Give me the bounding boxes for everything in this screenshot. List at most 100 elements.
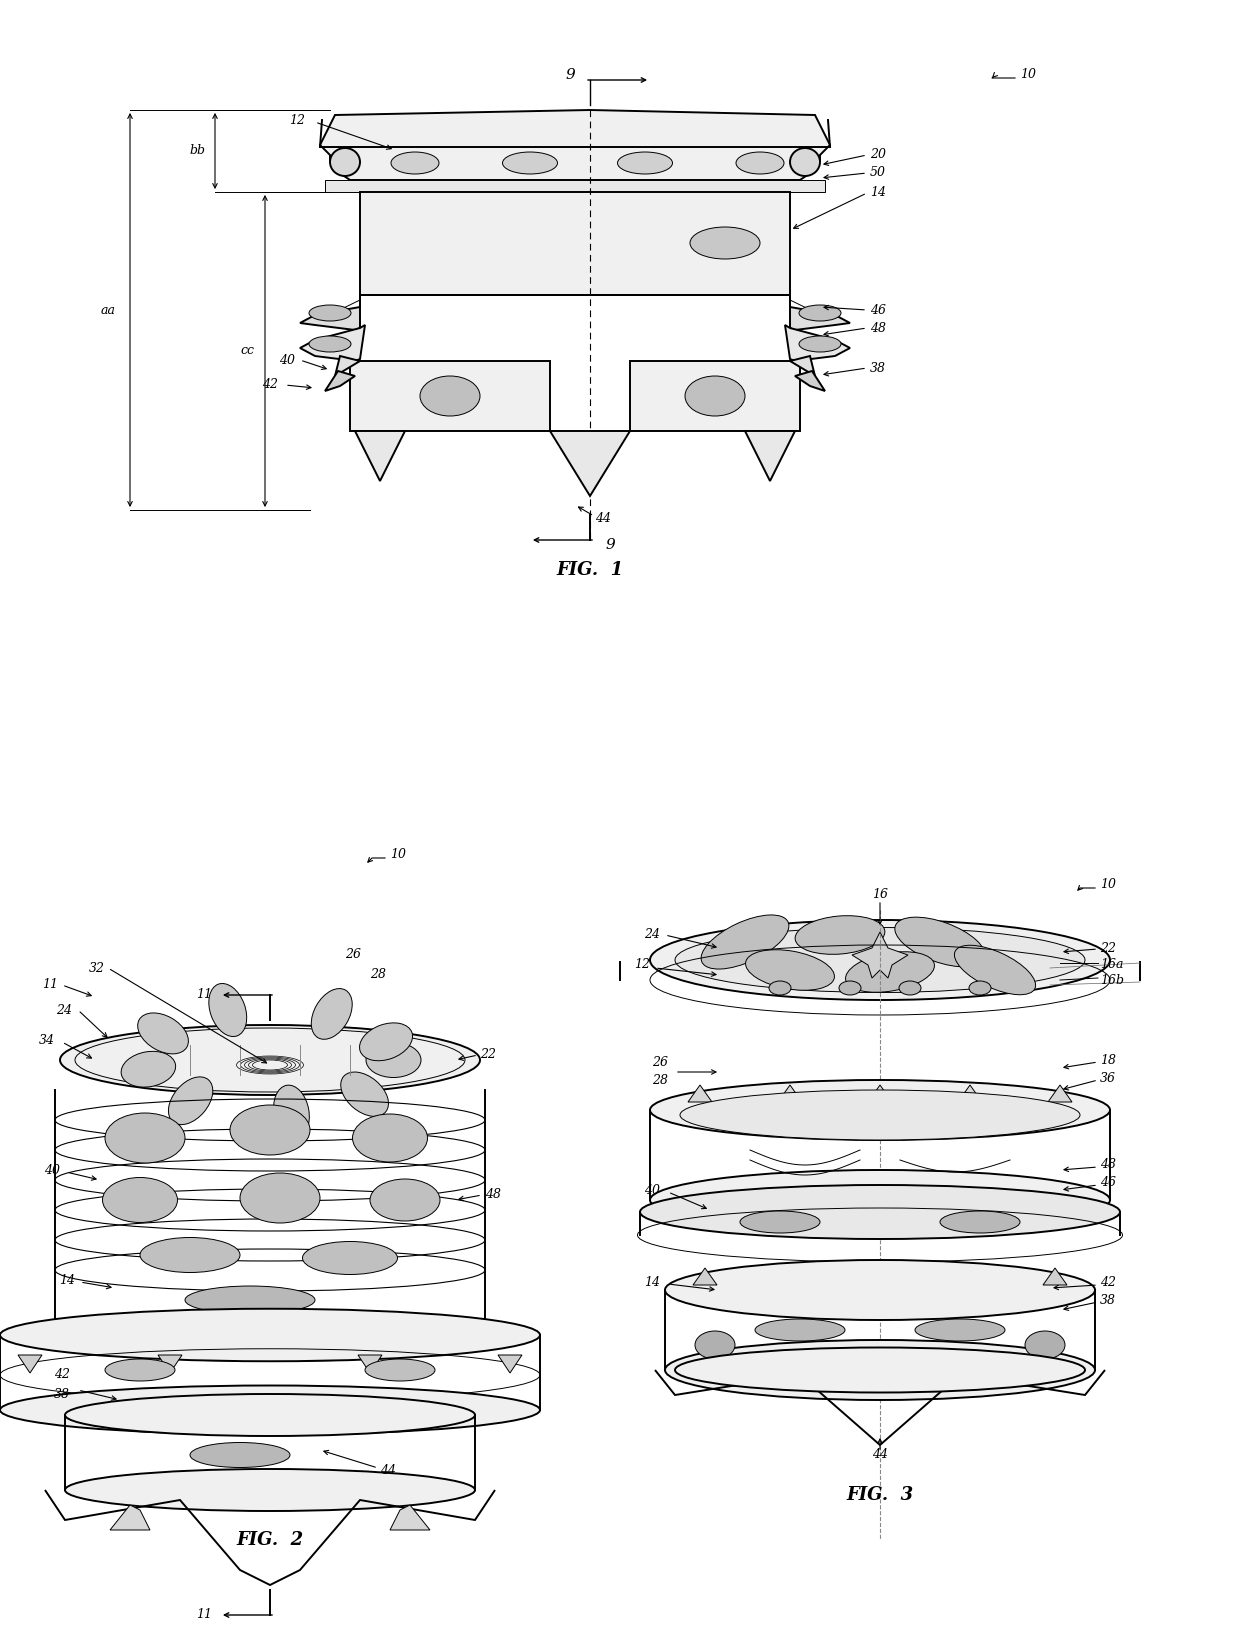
Polygon shape: [19, 1355, 42, 1374]
Polygon shape: [688, 1086, 712, 1102]
Ellipse shape: [650, 920, 1110, 1000]
Text: 28: 28: [652, 1074, 668, 1086]
FancyBboxPatch shape: [374, 206, 505, 260]
Text: 34: 34: [38, 1033, 55, 1046]
Text: 44: 44: [379, 1464, 396, 1477]
Ellipse shape: [769, 980, 791, 995]
Text: aa: aa: [100, 303, 115, 316]
Polygon shape: [355, 431, 405, 480]
Ellipse shape: [105, 1114, 185, 1163]
Ellipse shape: [968, 980, 991, 995]
Text: 14: 14: [60, 1273, 74, 1286]
Ellipse shape: [640, 1184, 1120, 1239]
Text: 26: 26: [345, 949, 361, 961]
Ellipse shape: [105, 1359, 175, 1382]
Ellipse shape: [675, 1347, 1085, 1393]
Text: 10: 10: [1021, 69, 1035, 82]
Text: 28: 28: [370, 969, 386, 982]
Text: 20: 20: [870, 148, 887, 161]
Text: 44: 44: [872, 1449, 888, 1461]
Ellipse shape: [360, 1023, 413, 1061]
Text: 9: 9: [605, 538, 615, 553]
Ellipse shape: [680, 1091, 1080, 1140]
Polygon shape: [795, 372, 825, 392]
Ellipse shape: [0, 1309, 539, 1362]
Text: 26: 26: [652, 1056, 668, 1069]
Text: 14: 14: [644, 1275, 660, 1288]
Ellipse shape: [185, 1286, 315, 1314]
Ellipse shape: [846, 952, 935, 992]
Ellipse shape: [745, 949, 835, 990]
Ellipse shape: [737, 151, 784, 174]
Text: 22: 22: [480, 1048, 496, 1061]
Text: 16a: 16a: [1100, 959, 1123, 972]
Text: 48: 48: [870, 321, 887, 334]
Text: 36: 36: [1100, 1071, 1116, 1084]
Ellipse shape: [665, 1260, 1095, 1319]
Ellipse shape: [330, 148, 360, 176]
Polygon shape: [745, 431, 795, 480]
Text: 11: 11: [196, 1609, 212, 1622]
Polygon shape: [868, 1086, 892, 1102]
Polygon shape: [959, 1086, 982, 1102]
Ellipse shape: [274, 1086, 309, 1140]
Ellipse shape: [650, 1081, 1110, 1140]
Ellipse shape: [740, 1211, 820, 1234]
Ellipse shape: [694, 1331, 735, 1359]
Text: 9: 9: [565, 67, 575, 82]
Text: FIG.  3: FIG. 3: [847, 1485, 914, 1504]
Polygon shape: [358, 1355, 382, 1374]
Ellipse shape: [1025, 1331, 1065, 1359]
Ellipse shape: [675, 928, 1085, 992]
Polygon shape: [852, 933, 908, 979]
Ellipse shape: [241, 1173, 320, 1222]
Polygon shape: [1043, 1268, 1066, 1285]
Text: FIG.  1: FIG. 1: [557, 561, 624, 579]
Ellipse shape: [352, 1114, 428, 1161]
Text: 42: 42: [55, 1369, 69, 1382]
Polygon shape: [790, 294, 849, 331]
Polygon shape: [551, 431, 630, 497]
Ellipse shape: [365, 1359, 435, 1382]
Ellipse shape: [169, 1077, 213, 1125]
Ellipse shape: [899, 980, 921, 995]
Polygon shape: [320, 110, 830, 179]
Text: 40: 40: [279, 354, 295, 367]
Text: 10: 10: [1100, 878, 1116, 892]
Polygon shape: [360, 192, 790, 294]
Text: 40: 40: [644, 1183, 660, 1196]
Polygon shape: [300, 294, 360, 331]
Ellipse shape: [790, 148, 820, 176]
Ellipse shape: [64, 1469, 475, 1512]
Ellipse shape: [309, 304, 351, 321]
Ellipse shape: [689, 227, 760, 258]
Ellipse shape: [799, 304, 841, 321]
Text: 40: 40: [43, 1163, 60, 1176]
Ellipse shape: [795, 916, 885, 954]
Text: 16b: 16b: [1100, 974, 1123, 987]
Ellipse shape: [618, 151, 672, 174]
Polygon shape: [777, 1086, 802, 1102]
Text: 14: 14: [870, 186, 887, 199]
Ellipse shape: [122, 1051, 176, 1087]
Ellipse shape: [665, 1341, 1095, 1400]
Ellipse shape: [55, 1319, 485, 1360]
Text: 18: 18: [1100, 1053, 1116, 1066]
Polygon shape: [1048, 1086, 1073, 1102]
Ellipse shape: [755, 1319, 844, 1341]
Ellipse shape: [229, 1105, 310, 1155]
Polygon shape: [110, 1505, 150, 1530]
Ellipse shape: [684, 377, 745, 416]
Text: 38: 38: [55, 1388, 69, 1402]
Ellipse shape: [311, 989, 352, 1040]
Ellipse shape: [208, 984, 247, 1036]
Ellipse shape: [420, 377, 480, 416]
Text: 42: 42: [1100, 1277, 1116, 1290]
Ellipse shape: [650, 1170, 1110, 1230]
Polygon shape: [325, 179, 825, 192]
Ellipse shape: [64, 1393, 475, 1436]
Polygon shape: [391, 1505, 430, 1530]
Ellipse shape: [60, 1025, 480, 1096]
Polygon shape: [300, 326, 365, 360]
Polygon shape: [335, 355, 360, 377]
